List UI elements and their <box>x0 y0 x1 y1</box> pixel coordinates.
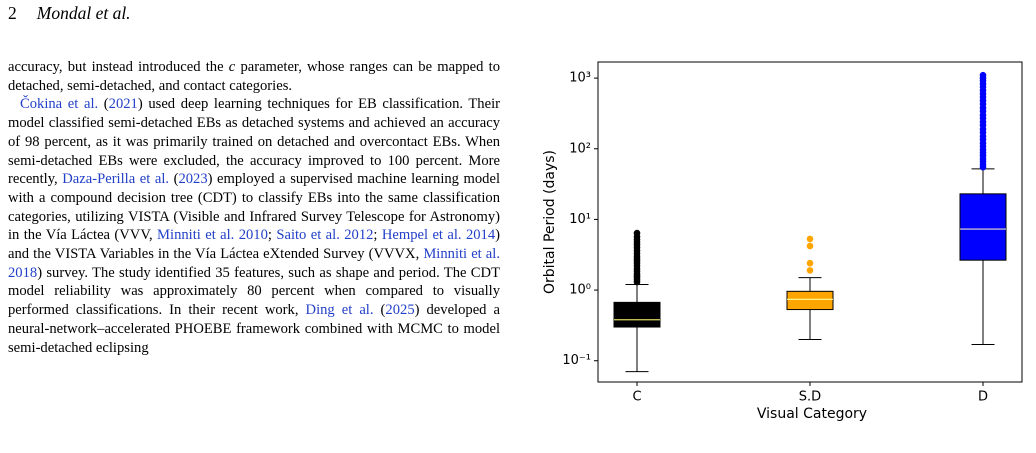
y-tick-label: 10¹ <box>569 212 591 227</box>
running-head: Mondal et al. <box>36 3 131 23</box>
y-tick-label: 10⁰ <box>569 283 591 298</box>
box <box>786 290 834 311</box>
outlier <box>979 71 987 79</box>
page-number: 2 <box>8 3 17 23</box>
outlier <box>806 267 814 274</box>
text-span: ( <box>98 96 109 113</box>
citation-link[interactable]: Minniti et al. 2010 <box>157 227 268 244</box>
outlier <box>806 259 814 267</box>
citation-link[interactable]: Minniti et al. 2018 <box>8 246 500 281</box>
paragraph: Čokina et al. (2021) used deep learning … <box>8 95 500 357</box>
y-tick-label: 10⁻¹ <box>562 353 591 368</box>
x-tick-label: D <box>978 390 988 405</box>
text-span: ( <box>169 171 179 188</box>
citation-link[interactable]: Daza-Perilla et al. <box>62 171 170 188</box>
text-span: ) survey. The study identified 35 featur… <box>8 264 500 319</box>
outlier <box>806 242 814 250</box>
citation-link[interactable]: Čokina et al. <box>20 96 99 113</box>
citation-link[interactable]: 2021 <box>108 96 138 113</box>
citation-link[interactable]: Ding et al. <box>305 302 374 319</box>
citation-link[interactable]: Saito et al. 2012 <box>276 227 374 244</box>
box <box>613 301 661 328</box>
text-span: ( <box>373 302 386 319</box>
x-tick-label: C <box>632 390 641 405</box>
citation-link[interactable]: 2023 <box>178 171 208 188</box>
text-span: parameter, whose ranges can be mapped to… <box>8 59 500 94</box>
box <box>959 193 1007 261</box>
paragraph: accuracy, but instead introduced the c p… <box>8 58 500 95</box>
text-span: accuracy, but instead introduced the <box>8 59 229 75</box>
outlier <box>806 235 814 243</box>
x-axis-label: Visual Category <box>757 406 867 422</box>
text-span: ; <box>373 227 382 244</box>
text-span: ) and the VISTA Variables in the Vía Lác… <box>8 227 501 263</box>
page-header: 2 Mondal et al. <box>8 3 131 24</box>
text-column: accuracy, but instead introduced the c p… <box>8 58 500 357</box>
outlier <box>633 229 641 237</box>
text-span: ) developed a neural-network–accelerated… <box>8 302 500 356</box>
citation-link[interactable]: 2025 <box>385 302 415 319</box>
text-span: ) employed a supervised machine learning… <box>8 171 501 244</box>
x-tick-label: S.D <box>799 390 821 405</box>
y-tick-label: 10³ <box>569 71 591 86</box>
citation-link[interactable]: Hempel et al. 2014 <box>381 227 496 244</box>
text-span: ; <box>267 227 277 244</box>
y-axis-label: Orbital Period (days) <box>542 150 558 294</box>
y-tick-label: 10² <box>569 141 591 156</box>
text-span: c <box>228 59 236 75</box>
text-span: ) used deep learning techniques for EB c… <box>8 96 500 188</box>
